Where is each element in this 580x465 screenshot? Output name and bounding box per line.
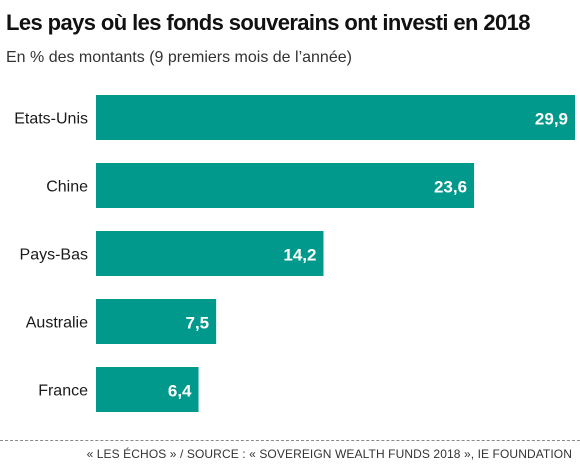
bar	[96, 231, 324, 276]
bar	[96, 299, 217, 344]
bar-value-label: 6,4	[168, 382, 192, 401]
source-credit: « LES ÉCHOS » / SOURCE : « SOVEREIGN WEA…	[86, 447, 572, 461]
category-label: Australie	[26, 315, 88, 332]
category-label: Chine	[46, 179, 88, 196]
bar	[96, 95, 575, 140]
bar	[96, 367, 199, 412]
bar-value-label: 23,6	[434, 178, 467, 197]
bar-value-label: 14,2	[283, 246, 316, 265]
bar	[96, 163, 475, 208]
category-label: Pays-Bas	[20, 247, 88, 264]
footer-divider	[0, 440, 580, 441]
bar-value-label: 29,9	[535, 110, 568, 129]
chart-title: Les pays où les fonds souverains ont inv…	[6, 10, 530, 35]
category-label: France	[38, 383, 88, 400]
chart-subtitle: En % des montants (9 premiers mois de l’…	[6, 49, 352, 66]
bar-chart: Etats-Unis 29,9 Chine 23,6 Pays-Bas 14,2 Austr…	[14, 95, 575, 412]
bar-value-label: 7,5	[186, 314, 210, 333]
category-label: Etats-Unis	[14, 111, 88, 128]
